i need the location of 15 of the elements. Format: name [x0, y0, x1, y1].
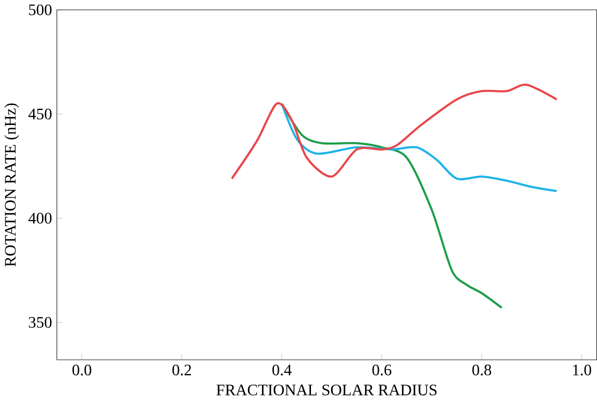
y-axis-title: ROTATION RATE (nHz): [4, 104, 19, 267]
x-tick-label: 0.2: [172, 364, 191, 376]
y-tick-label: 500: [29, 4, 52, 16]
y-tick-label: 400: [28, 212, 52, 224]
line-series: [230, 84, 558, 180]
x-tick-label: 0.6: [372, 364, 392, 376]
line-series: [280, 102, 503, 309]
x-tick-label: 0.4: [272, 364, 292, 376]
y-tick-label: 450: [28, 108, 52, 120]
line-series: [280, 102, 558, 192]
x-tick-label: 0.0: [72, 364, 92, 376]
x-tick-label: 1.0: [573, 364, 592, 376]
x-tick-label: 0.8: [472, 364, 492, 376]
x-axis-title: FRACTIONAL SOLAR RADIUS: [216, 384, 437, 396]
y-tick-label: 350: [28, 317, 52, 328]
